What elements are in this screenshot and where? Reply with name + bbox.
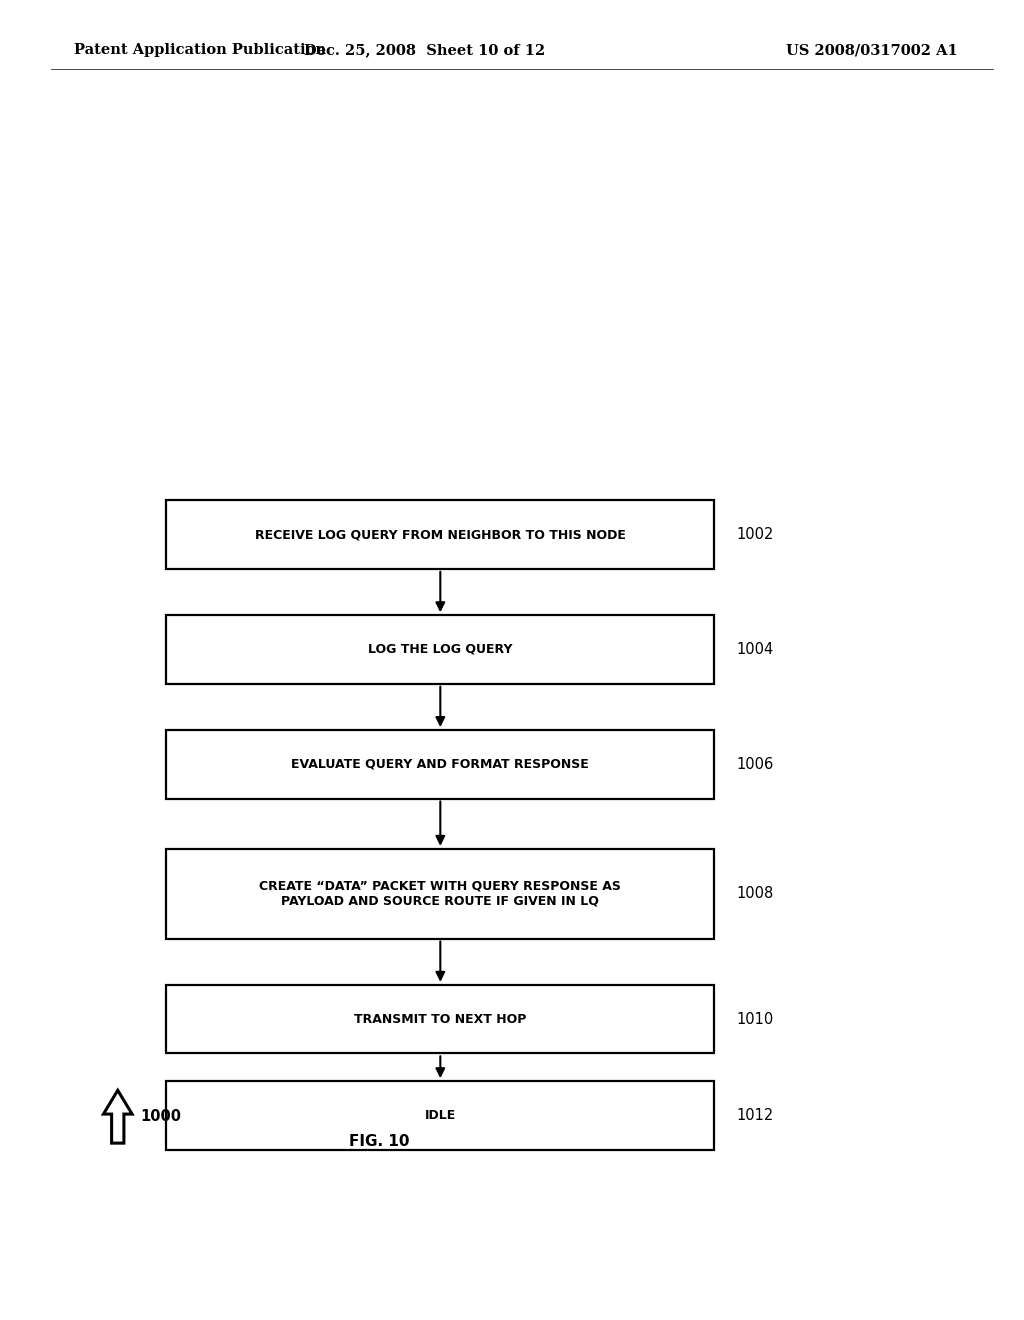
- Text: 1008: 1008: [737, 886, 774, 902]
- Text: LOG THE LOG QUERY: LOG THE LOG QUERY: [368, 643, 513, 656]
- Polygon shape: [103, 1090, 132, 1143]
- Text: 1004: 1004: [737, 642, 774, 657]
- Text: US 2008/0317002 A1: US 2008/0317002 A1: [785, 44, 957, 57]
- Text: IDLE: IDLE: [425, 1109, 456, 1122]
- Text: EVALUATE QUERY AND FORMAT RESPONSE: EVALUATE QUERY AND FORMAT RESPONSE: [292, 758, 589, 771]
- Text: 1006: 1006: [737, 756, 774, 772]
- Text: Patent Application Publication: Patent Application Publication: [74, 44, 326, 57]
- FancyBboxPatch shape: [166, 615, 715, 684]
- Text: 1012: 1012: [737, 1107, 774, 1123]
- Text: TRANSMIT TO NEXT HOP: TRANSMIT TO NEXT HOP: [354, 1012, 526, 1026]
- Text: FIG. 10: FIG. 10: [348, 1134, 410, 1150]
- FancyBboxPatch shape: [166, 1081, 715, 1150]
- Text: 1010: 1010: [737, 1011, 774, 1027]
- Text: 1002: 1002: [737, 527, 774, 543]
- Text: 1000: 1000: [140, 1109, 181, 1125]
- FancyBboxPatch shape: [166, 500, 715, 569]
- Text: RECEIVE LOG QUERY FROM NEIGHBOR TO THIS NODE: RECEIVE LOG QUERY FROM NEIGHBOR TO THIS …: [255, 528, 626, 541]
- Text: CREATE “DATA” PACKET WITH QUERY RESPONSE AS
PAYLOAD AND SOURCE ROUTE IF GIVEN IN: CREATE “DATA” PACKET WITH QUERY RESPONSE…: [259, 879, 622, 908]
- FancyBboxPatch shape: [166, 730, 715, 799]
- FancyBboxPatch shape: [166, 849, 715, 939]
- Text: Dec. 25, 2008  Sheet 10 of 12: Dec. 25, 2008 Sheet 10 of 12: [304, 44, 546, 57]
- FancyBboxPatch shape: [166, 985, 715, 1053]
